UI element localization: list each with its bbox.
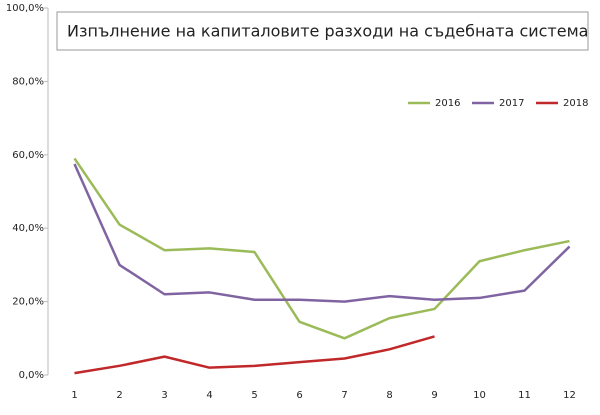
- x-tick-label: 10: [473, 390, 486, 401]
- y-tick-label: 100,0%: [6, 3, 44, 14]
- x-tick-label: 4: [206, 390, 212, 401]
- y-tick-label: 40,0%: [12, 223, 44, 234]
- y-tick-label: 0,0%: [19, 370, 44, 381]
- chart-title: Изпълнение на капиталовите разходи на съ…: [67, 22, 588, 41]
- x-tick-label: 9: [431, 390, 437, 401]
- x-tick-label: 3: [161, 390, 167, 401]
- y-tick-label: 20,0%: [12, 297, 44, 308]
- y-tick-label: 60,0%: [12, 150, 44, 161]
- x-tick-label: 5: [251, 390, 257, 401]
- x-tick-label: 8: [386, 390, 392, 401]
- legend-label: 2016: [435, 98, 460, 109]
- x-tick-label: 6: [296, 390, 302, 401]
- x-tick-label: 7: [341, 390, 347, 401]
- series-line: [73, 157, 570, 340]
- legend-label: 2018: [563, 98, 588, 109]
- x-tick-label: 11: [518, 390, 531, 401]
- title-box: [56, 11, 589, 51]
- x-tick-label: 12: [563, 390, 576, 401]
- series-line: [74, 335, 435, 375]
- y-tick-label: 80,0%: [12, 76, 44, 87]
- legend-label: 2017: [499, 98, 524, 109]
- x-tick-label: 2: [116, 390, 122, 401]
- x-tick-label: 1: [71, 390, 77, 401]
- series-line: [73, 163, 571, 303]
